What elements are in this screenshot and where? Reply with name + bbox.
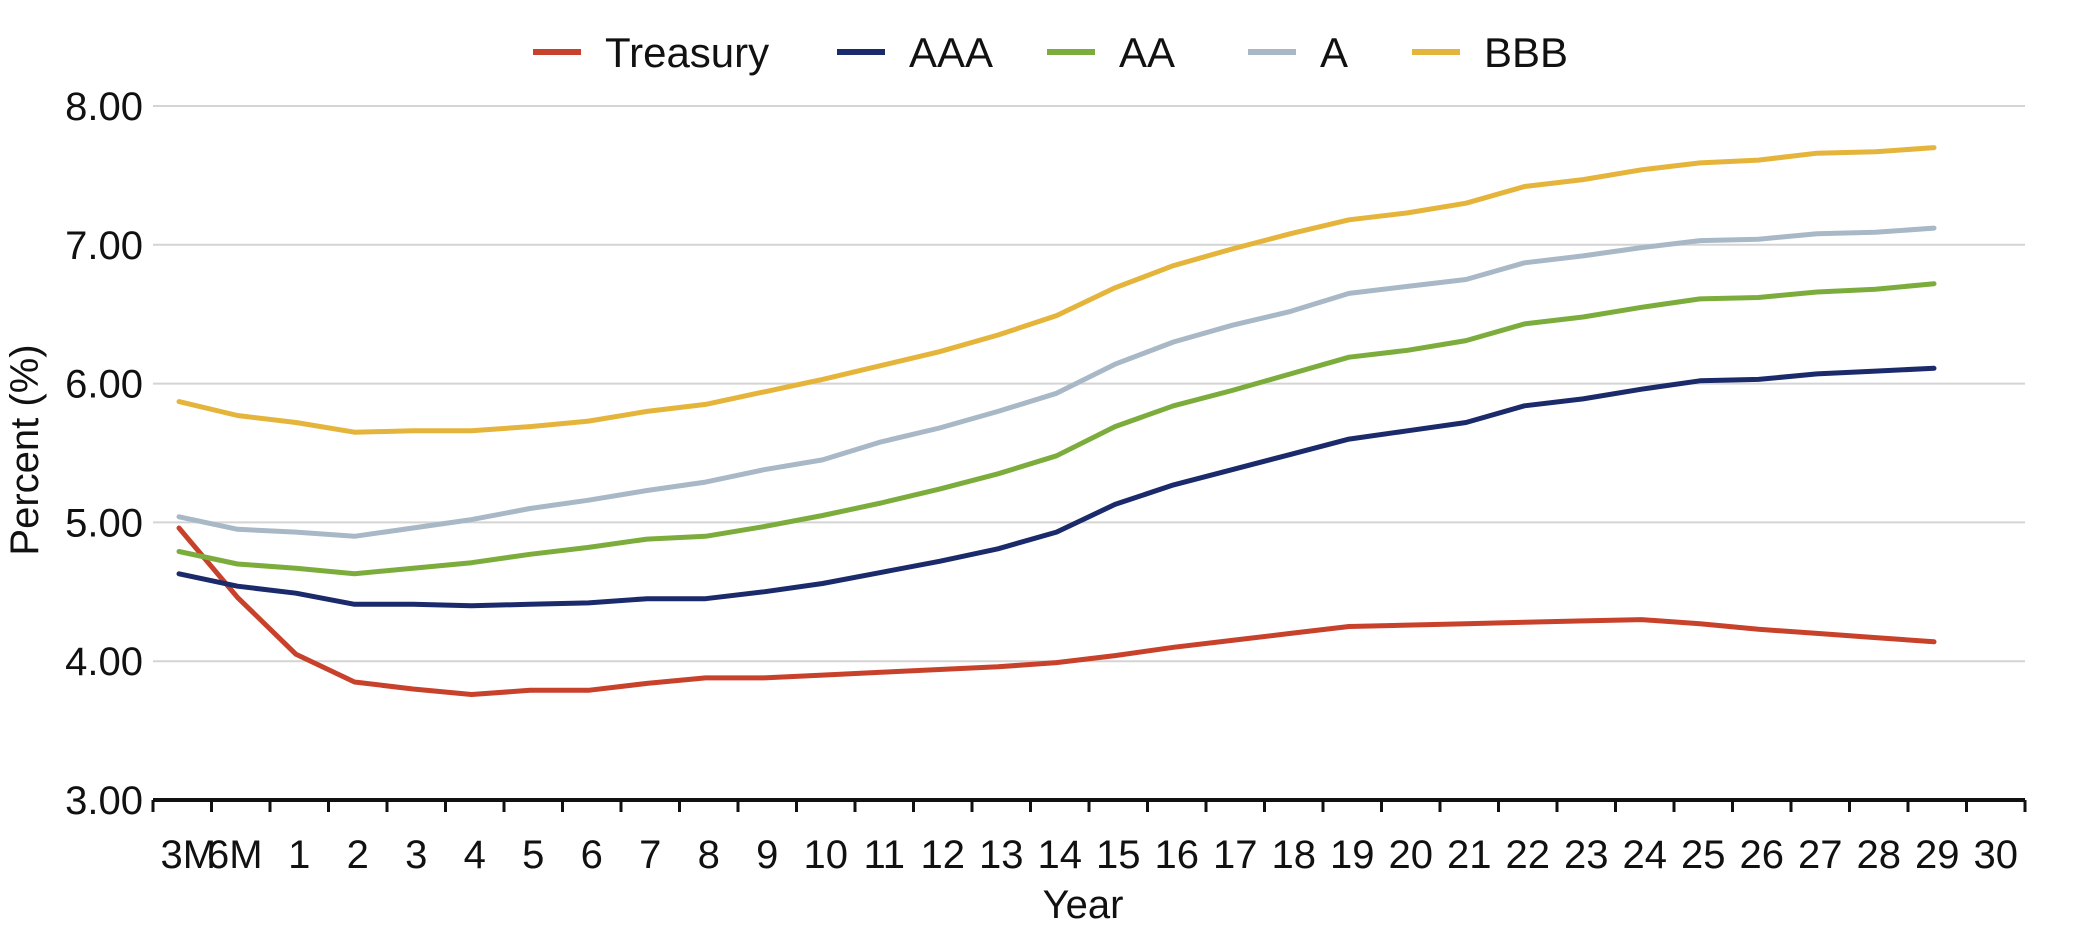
y-tick-label: 8.00 — [65, 85, 143, 129]
legend-label-treasury: Treasury — [605, 29, 769, 76]
x-tick-label: 8 — [698, 833, 720, 877]
series-line-aa — [176, 281, 1937, 577]
x-tick-label: 11 — [863, 833, 905, 877]
series-line-treasury — [176, 525, 1937, 697]
x-tick-label: 29 — [1915, 833, 1960, 877]
x-tick-label: 23 — [1564, 833, 1609, 877]
x-tick-label: 6M — [207, 833, 263, 877]
x-tick-label: 25 — [1681, 833, 1726, 877]
x-tick-label: 6 — [581, 833, 603, 877]
series-line-a — [176, 225, 1937, 539]
x-tick-label: 26 — [1740, 833, 1785, 877]
x-axis-title: Year — [1043, 883, 1124, 927]
y-tick-label: 7.00 — [65, 224, 143, 268]
x-tick-label: 4 — [464, 833, 486, 877]
x-tick-label: 30 — [1974, 833, 2019, 877]
x-tick-label: 7 — [639, 833, 661, 877]
x-tick-label: 17 — [1213, 833, 1258, 877]
x-tick-label: 13 — [979, 833, 1024, 877]
x-tick-label: 9 — [756, 833, 778, 877]
gridlines — [153, 105, 2025, 663]
x-tick-label: 1 — [288, 833, 310, 877]
legend-label-aaa: AAA — [909, 29, 993, 76]
y-axis-ticks: 3.00 4.00 5.00 6.00 7.00 8.00 — [65, 85, 143, 823]
x-tick-label: 18 — [1272, 833, 1317, 877]
x-tick-label: 2 — [347, 833, 369, 877]
y-tick-label: 5.00 — [65, 501, 143, 545]
x-tick-label: 21 — [1447, 833, 1492, 877]
x-tick-label: 10 — [804, 833, 849, 877]
x-tick-label: 22 — [1506, 833, 1551, 877]
x-tick-label: 14 — [1038, 833, 1083, 877]
x-tick-label: 16 — [1155, 833, 1200, 877]
x-tick-label: 20 — [1389, 833, 1434, 877]
x-tick-label: 24 — [1623, 833, 1668, 877]
legend-label-a: A — [1320, 29, 1348, 76]
x-tick-label: 27 — [1798, 833, 1843, 877]
legend-label-aa: AA — [1119, 29, 1175, 76]
y-tick-label: 4.00 — [65, 640, 143, 684]
x-tick-label: 15 — [1096, 833, 1141, 877]
x-tick-label: 3M — [160, 833, 216, 877]
x-tick-label: 5 — [522, 833, 544, 877]
y-tick-label: 3.00 — [65, 779, 143, 823]
x-tick-label: 28 — [1857, 833, 1902, 877]
x-tick-label: 3 — [405, 833, 427, 877]
series-line-aaa — [176, 365, 1937, 609]
y-axis-title: Percent (%) — [3, 344, 47, 555]
series-line-bbb — [176, 145, 1937, 435]
x-tick-label: 12 — [921, 833, 966, 877]
y-tick-label: 6.00 — [65, 363, 143, 407]
series-lines — [176, 145, 1937, 697]
legend-label-bbb: BBB — [1484, 29, 1568, 76]
x-tick-label: 19 — [1330, 833, 1375, 877]
legend: Treasury AAA AA A BBB — [533, 29, 1568, 76]
